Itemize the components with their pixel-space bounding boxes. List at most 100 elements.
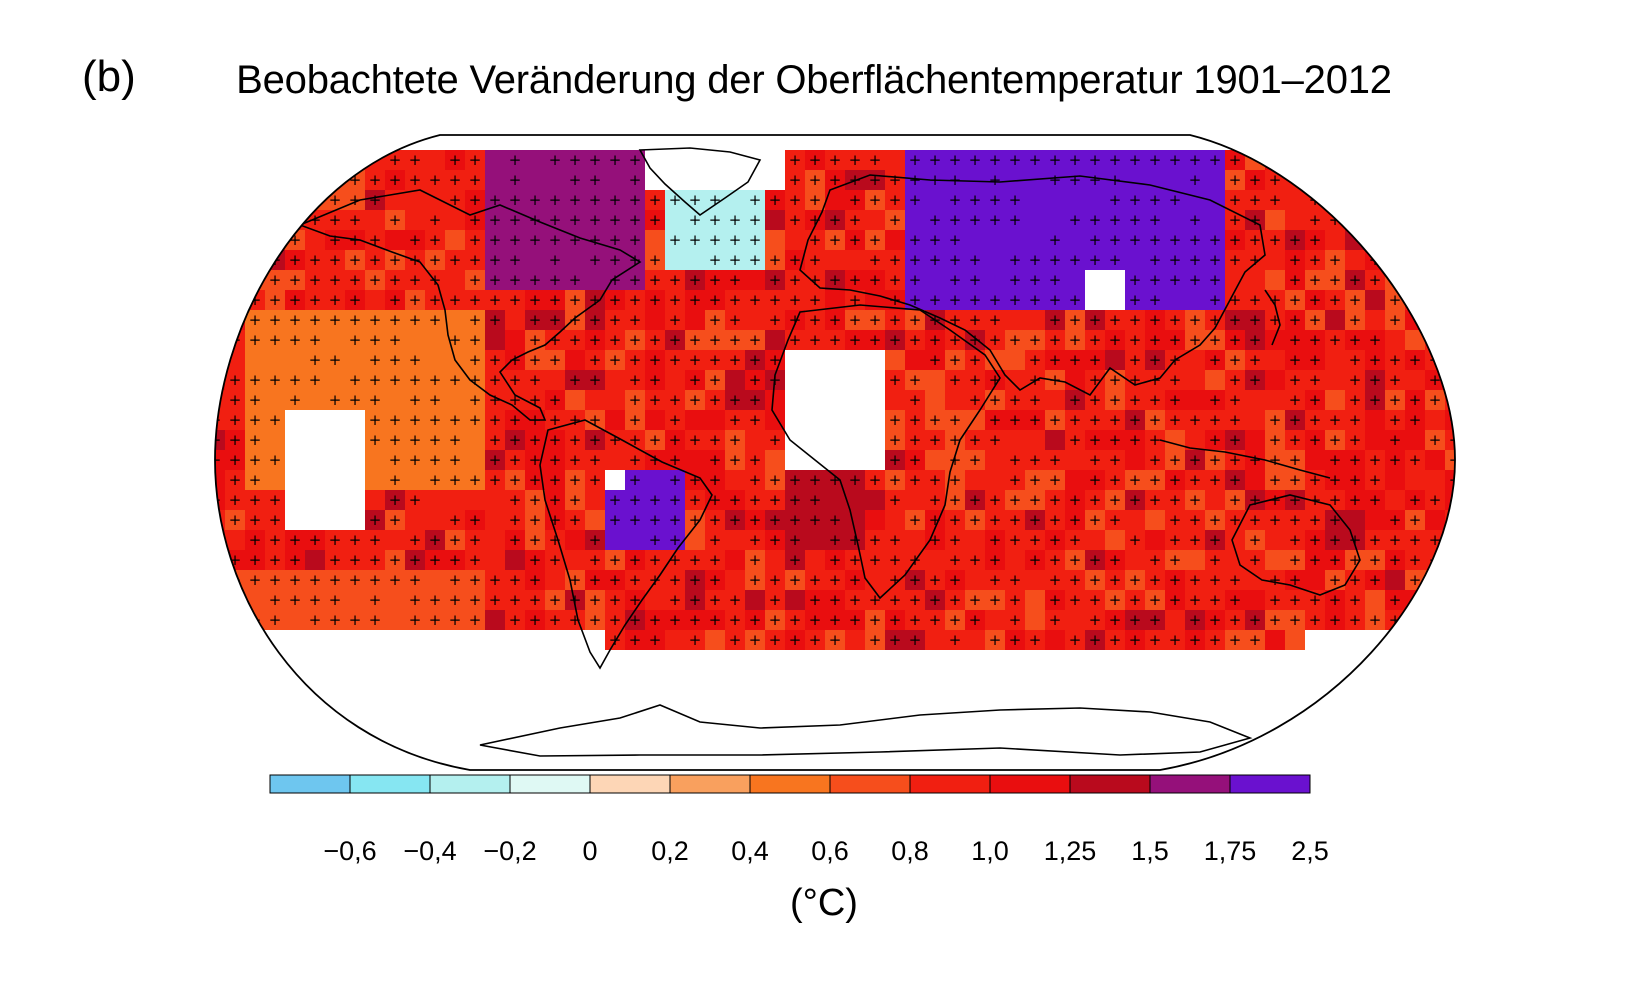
grid-cell (905, 370, 925, 390)
grid-cell (905, 210, 925, 230)
significance-marker: + (789, 151, 802, 169)
grid-cell (1425, 210, 1445, 230)
grid-cell (285, 170, 305, 190)
grid-cell (985, 210, 1005, 230)
significance-marker: + (209, 371, 222, 389)
grid-cell (1405, 230, 1425, 250)
significance-marker: + (209, 231, 222, 249)
grid-cell (1385, 570, 1405, 590)
significance-marker: + (1289, 491, 1302, 509)
significance-marker: + (689, 571, 702, 589)
significance-marker: + (209, 571, 222, 589)
significance-marker: + (1389, 251, 1402, 269)
significance-marker: + (649, 331, 662, 349)
significance-marker: + (589, 471, 602, 489)
grid-cell (285, 610, 305, 630)
significance-marker: + (629, 511, 642, 529)
significance-marker: + (969, 431, 982, 449)
temperature-grid: + + + + + + + + + + + + + + + + + + + + + + + + + + + + + + + + + + + + + + + +… (209, 150, 1455, 650)
significance-marker: + (649, 571, 662, 589)
grid-cell (545, 210, 565, 230)
colorbar-swatch (429, 774, 511, 794)
grid-cell (425, 170, 445, 190)
significance-marker: + (969, 591, 982, 609)
grid-cell (925, 350, 945, 370)
grid-cell (645, 270, 665, 290)
grid-cell (1225, 290, 1245, 310)
grid-cell (705, 270, 725, 290)
grid-cell (785, 250, 805, 270)
significance-marker: + (1309, 611, 1322, 629)
grid-cell (745, 210, 765, 230)
significance-marker: + (989, 631, 1002, 649)
significance-marker: + (369, 391, 382, 409)
grid-cell (745, 370, 765, 390)
grid-cell (885, 210, 905, 230)
grid-cell (825, 490, 845, 510)
significance-marker: + (509, 231, 522, 249)
significance-marker: + (529, 271, 542, 289)
significance-marker: + (969, 451, 982, 469)
significance-marker: + (529, 311, 542, 329)
grid-cell (215, 290, 225, 310)
significance-marker: + (709, 191, 722, 209)
significance-marker: + (489, 291, 502, 309)
grid-cell (365, 450, 385, 470)
significance-marker: + (209, 611, 222, 629)
significance-marker: + (649, 391, 662, 409)
significance-marker: + (269, 371, 282, 389)
significance-marker: + (729, 631, 742, 649)
significance-marker: + (1229, 391, 1242, 409)
colorbar-swatch (829, 774, 911, 794)
grid-cell (345, 290, 365, 310)
grid-cell (1365, 330, 1385, 350)
significance-marker: + (1209, 511, 1222, 529)
significance-marker: + (929, 151, 942, 169)
grid-cell (1345, 150, 1365, 170)
significance-marker: + (1189, 311, 1202, 329)
grid-cell (825, 150, 845, 170)
significance-marker: + (1069, 311, 1082, 329)
significance-marker: + (289, 251, 302, 269)
grid-cell (1265, 250, 1285, 270)
significance-marker: + (1329, 591, 1342, 609)
significance-marker: + (469, 171, 482, 189)
grid-cell (1445, 370, 1455, 390)
significance-marker: + (609, 231, 622, 249)
significance-marker: + (349, 151, 362, 169)
grid-cell (845, 330, 865, 350)
significance-marker: + (369, 411, 382, 429)
significance-marker: + (749, 511, 762, 529)
significance-marker: + (1129, 231, 1142, 249)
grid-cell (1065, 230, 1085, 250)
grid-cell (1225, 190, 1245, 210)
significance-marker: + (269, 191, 282, 209)
significance-marker: + (449, 371, 462, 389)
grid-cell (285, 270, 305, 290)
significance-marker: + (309, 531, 322, 549)
significance-marker: + (989, 331, 1002, 349)
significance-marker: + (909, 291, 922, 309)
significance-marker: + (1029, 391, 1042, 409)
significance-marker: + (609, 271, 622, 289)
grid-cell (265, 230, 285, 250)
significance-marker: + (909, 151, 922, 169)
significance-marker: + (469, 391, 482, 409)
grid-cell (445, 250, 465, 270)
grid-cell (345, 270, 365, 290)
significance-marker: + (909, 631, 922, 649)
grid-cell (1105, 250, 1125, 270)
significance-marker: + (849, 331, 862, 349)
significance-marker: + (749, 391, 762, 409)
grid-cell (1025, 610, 1045, 630)
significance-marker: + (1209, 551, 1222, 569)
significance-marker: + (989, 151, 1002, 169)
significance-marker: + (1169, 411, 1182, 429)
significance-marker: + (1069, 291, 1082, 309)
grid-cell (1165, 430, 1185, 450)
significance-marker: + (1249, 351, 1262, 369)
significance-marker: + (429, 431, 442, 449)
significance-marker: + (529, 491, 542, 509)
significance-marker: + (409, 291, 422, 309)
grid-cell (1125, 270, 1145, 290)
